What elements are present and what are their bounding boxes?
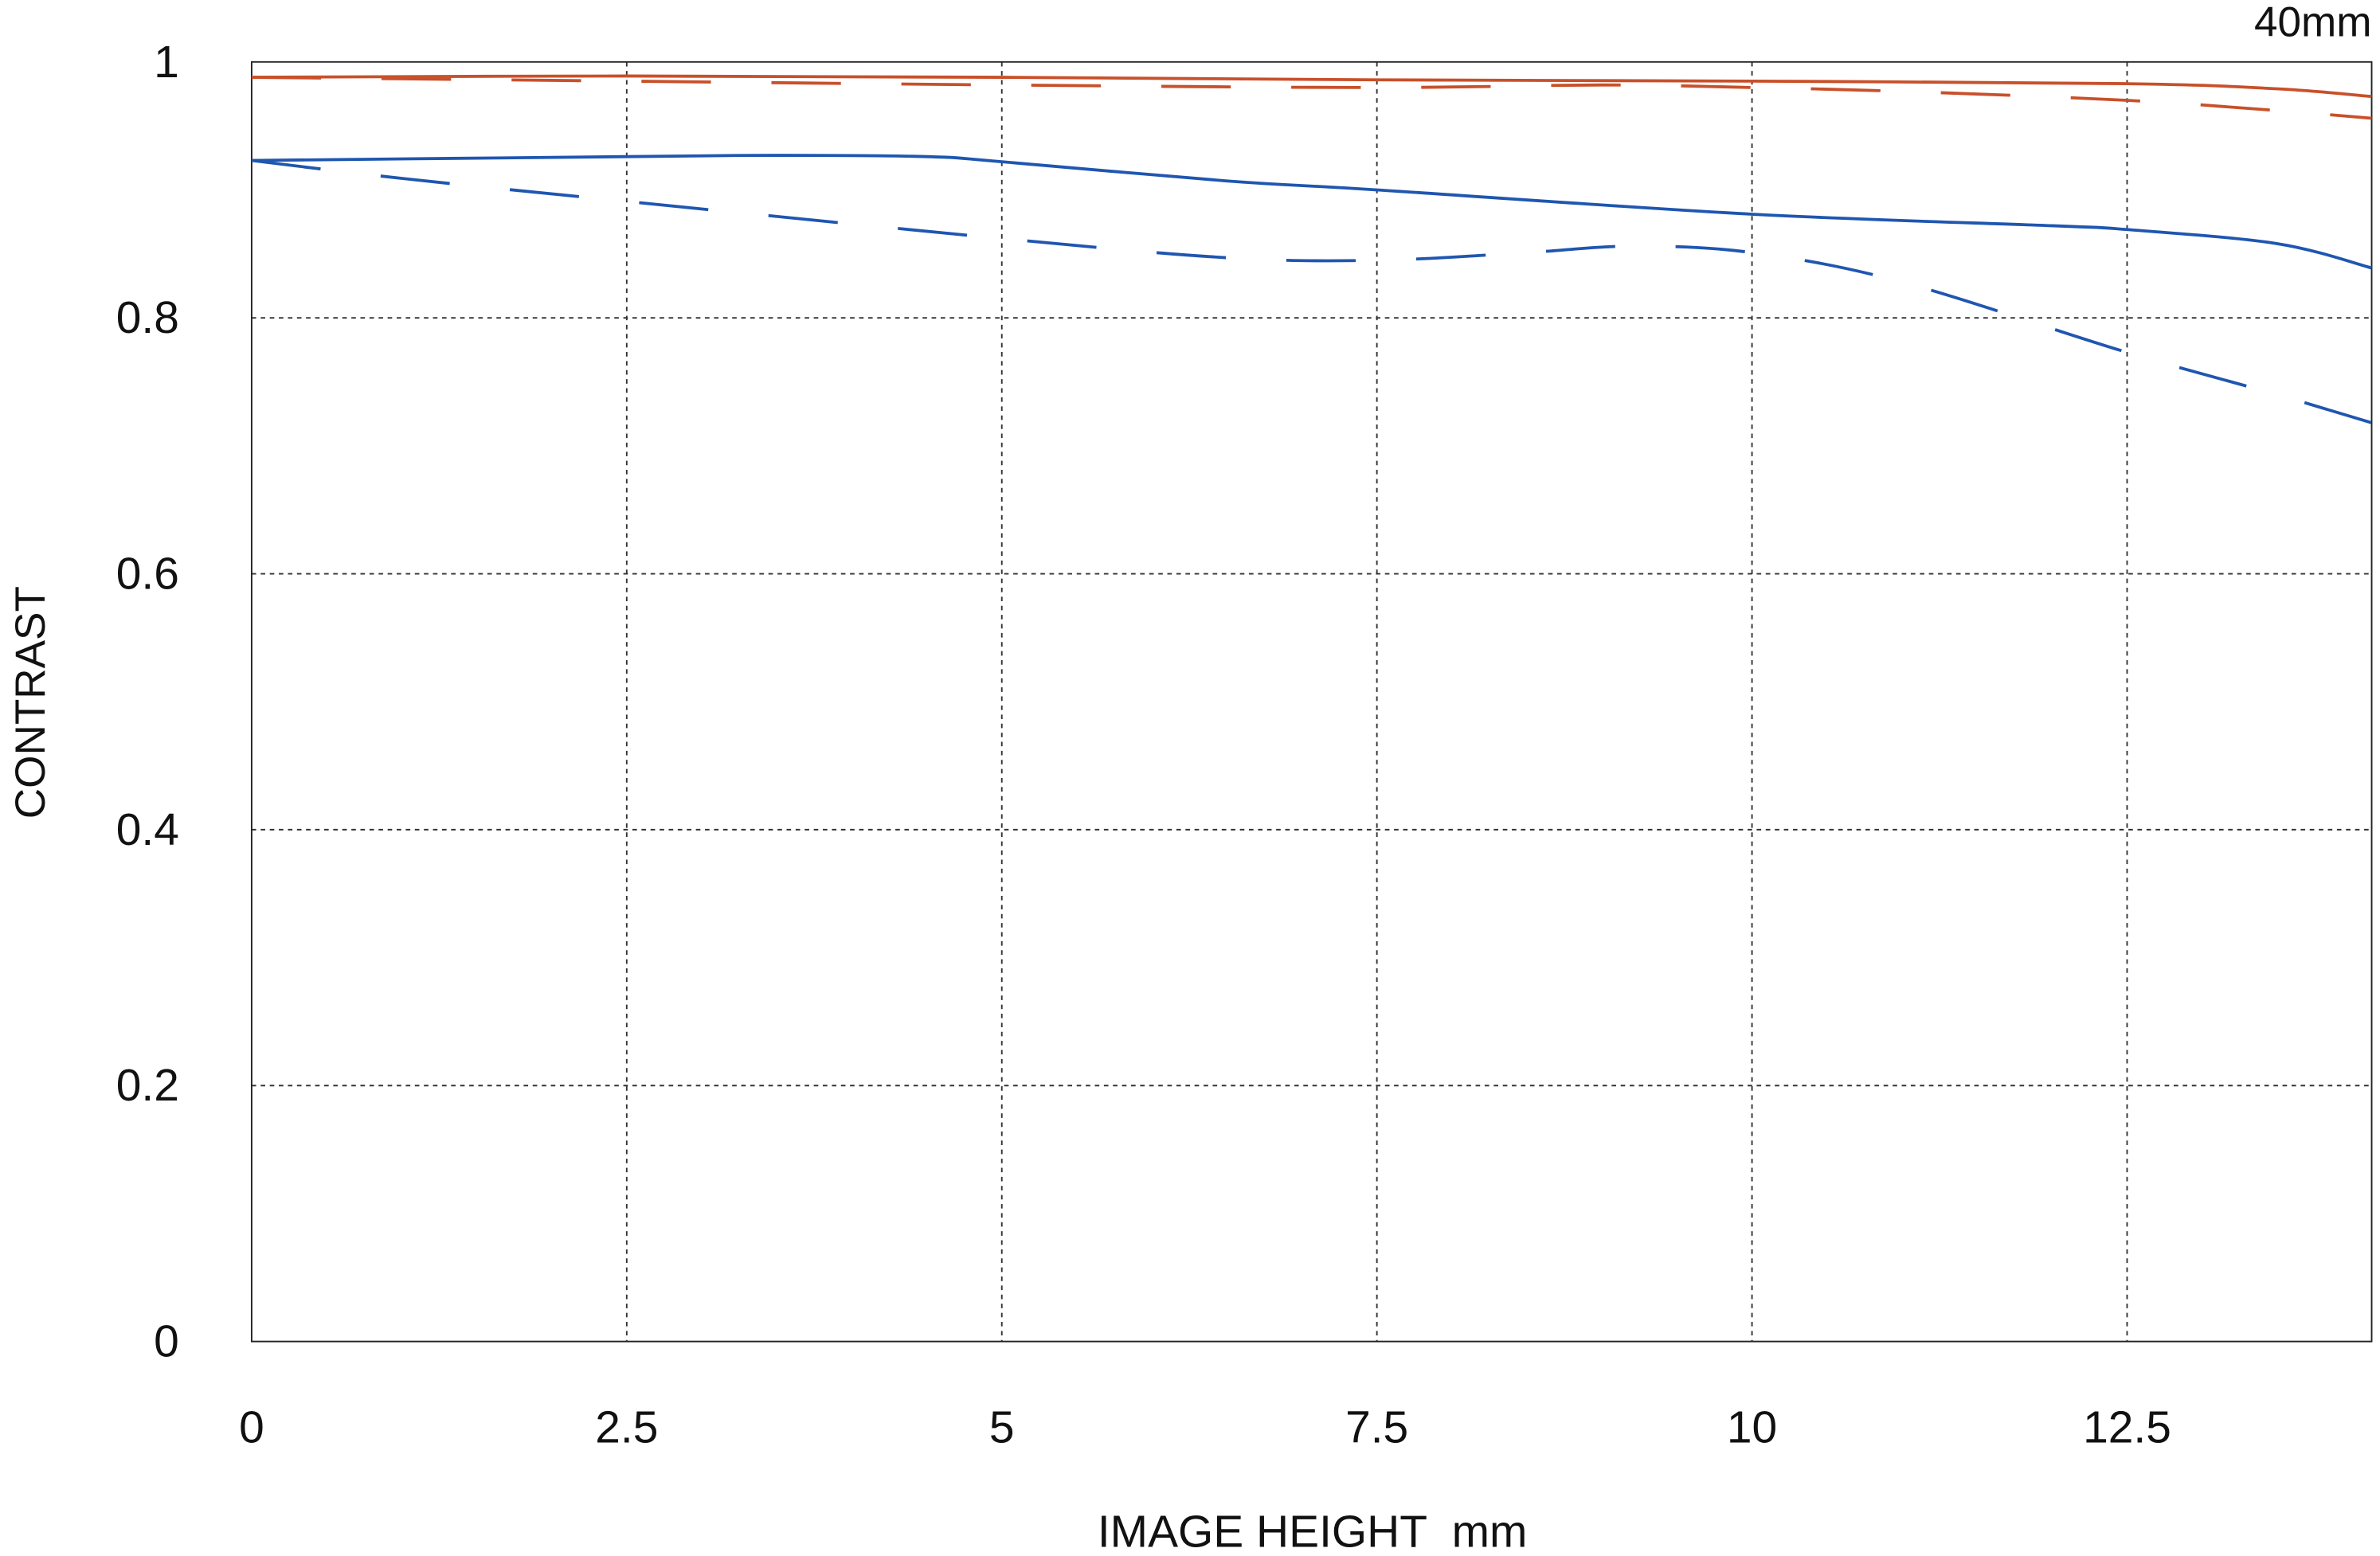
series-line-2-solid bbox=[251, 154, 2372, 270]
y-tick-label: 0.6 bbox=[116, 548, 179, 599]
x-tick-label: 7.5 bbox=[1345, 1402, 1408, 1453]
y-tick-labels: 0 0.2 0.4 0.6 0.8 1 bbox=[116, 37, 179, 1367]
series-group bbox=[251, 74, 2373, 424]
x-tick-label: 5 bbox=[989, 1402, 1015, 1453]
x-tick-label: 10 bbox=[1727, 1402, 1777, 1453]
y-tick-label: 0.4 bbox=[116, 804, 179, 855]
y-tick-label: 0 bbox=[154, 1316, 179, 1367]
grid bbox=[251, 61, 2372, 1342]
series-line-0-solid bbox=[251, 74, 2372, 99]
x-tick-labels: 0 2.5 5 7.5 10 12.5 bbox=[239, 1402, 2171, 1453]
x-axis-label: IMAGE HEIGHT mm bbox=[1098, 1507, 1528, 1556]
y-axis-label: CONTRAST bbox=[7, 586, 54, 819]
series-line-1-dashed bbox=[251, 76, 2372, 120]
y-tick-label: 0.2 bbox=[116, 1060, 179, 1111]
y-tick-label: 0.8 bbox=[116, 292, 179, 343]
x-tick-label: 12.5 bbox=[2083, 1402, 2171, 1453]
y-tick-label: 1 bbox=[154, 37, 179, 88]
x-tick-label: 0 bbox=[239, 1402, 264, 1453]
series-line-3-dashed bbox=[251, 158, 2373, 424]
plot-frame bbox=[250, 61, 2373, 1343]
x-tick-label: 2.5 bbox=[595, 1402, 658, 1453]
chart-title: 40mm bbox=[2254, 0, 2372, 46]
